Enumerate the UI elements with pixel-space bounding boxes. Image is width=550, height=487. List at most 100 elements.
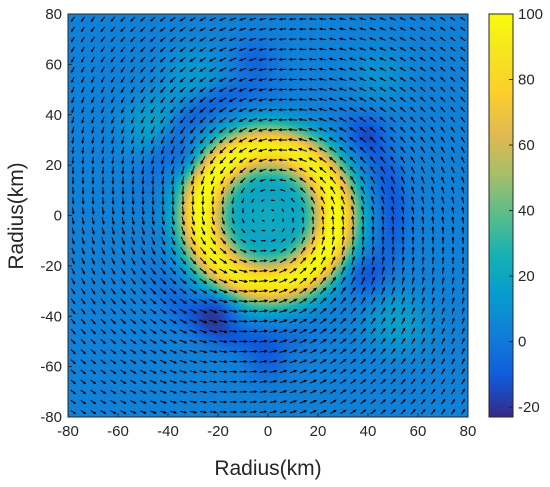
vector-arrow — [440, 146, 446, 154]
vector-arrow — [80, 369, 87, 375]
vector-arrow — [390, 327, 396, 335]
vector-arrow — [340, 307, 347, 315]
vector-arrow — [340, 276, 346, 285]
vector-arrow — [340, 297, 347, 305]
vector-arrow — [229, 360, 238, 364]
vector-arrow — [90, 389, 97, 395]
vector-arrow — [189, 339, 198, 344]
vector-arrow — [320, 276, 327, 285]
vector-arrow — [100, 308, 106, 315]
vector-arrow — [228, 87, 237, 92]
vector-arrow — [431, 307, 435, 315]
vector-arrow — [110, 26, 116, 33]
vector-arrow — [221, 207, 225, 215]
vector-arrow — [100, 56, 106, 63]
vector-arrow — [318, 127, 327, 132]
vector-arrow — [239, 360, 248, 364]
vector-arrow — [258, 78, 267, 82]
vector-arrow — [430, 146, 436, 154]
vector-arrow — [120, 277, 126, 285]
vector-arrow — [100, 328, 107, 335]
vector-arrow — [370, 389, 377, 395]
vector-arrow — [81, 237, 85, 245]
vector-arrow — [258, 279, 269, 283]
vector-arrow — [431, 206, 435, 214]
vector-arrow — [249, 349, 258, 353]
vector-arrow — [381, 286, 385, 295]
vector-arrow — [130, 359, 137, 364]
vector-arrow — [338, 97, 347, 102]
vector-arrow — [100, 359, 107, 365]
vector-arrow — [360, 175, 366, 184]
vector-arrow — [268, 68, 277, 72]
vector-arrow — [461, 176, 465, 184]
vector-arrow — [390, 146, 396, 154]
vector-arrow — [120, 379, 127, 384]
vector-arrow — [441, 276, 445, 285]
vector-arrow — [440, 106, 446, 113]
vector-arrow — [208, 67, 217, 72]
vector-arrow — [301, 216, 305, 224]
vector-arrow — [391, 266, 395, 275]
vector-arrow — [451, 286, 455, 295]
vector-arrow — [318, 137, 327, 143]
vector-arrow — [171, 196, 175, 206]
vector-arrow — [140, 86, 146, 94]
colorbar-tick-label: -20 — [518, 399, 540, 416]
vector-arrow — [259, 259, 268, 263]
vector-arrow — [338, 67, 347, 71]
vector-arrow — [399, 17, 406, 21]
vector-arrow — [219, 136, 227, 144]
vector-arrow — [160, 410, 167, 414]
vector-arrow — [219, 319, 228, 324]
vector-arrow — [189, 288, 198, 294]
vector-arrow — [221, 196, 225, 205]
vector-arrow — [268, 289, 279, 293]
vector-arrow — [189, 56, 196, 62]
vector-arrow — [111, 106, 115, 114]
vector-arrow — [121, 247, 125, 256]
vector-arrow — [411, 205, 415, 215]
vector-arrow — [218, 97, 227, 103]
vector-arrow — [228, 127, 237, 133]
vector-arrow — [409, 37, 416, 42]
vector-arrow — [248, 279, 259, 283]
vector-arrow — [200, 146, 206, 155]
vector-arrow — [451, 156, 455, 164]
vector-arrow — [81, 177, 85, 185]
vector-arrow — [278, 27, 287, 31]
vector-arrow — [429, 96, 436, 103]
vector-arrow — [431, 166, 435, 174]
vector-arrow — [451, 226, 455, 234]
vector-arrow — [219, 410, 228, 414]
vector-arrow — [289, 178, 297, 183]
vector-arrow — [460, 26, 466, 32]
vector-arrow — [238, 47, 247, 52]
vector-arrow — [379, 106, 387, 113]
vector-arrow — [350, 317, 357, 325]
vector-arrow — [451, 307, 455, 315]
vector-arrow — [190, 146, 196, 155]
vector-arrow — [190, 236, 196, 246]
vector-arrow — [110, 86, 115, 94]
vector-arrow — [228, 147, 237, 154]
vector-arrow — [421, 236, 425, 245]
vector-arrow — [179, 86, 186, 93]
vector-arrow — [287, 148, 298, 152]
vector-arrow — [440, 86, 446, 92]
vector-arrow — [298, 47, 307, 51]
vector-arrow — [319, 176, 327, 184]
vector-arrow — [409, 67, 416, 72]
vector-arrow — [282, 217, 285, 223]
vector-arrow — [189, 17, 196, 22]
vector-arrow — [239, 370, 248, 374]
vector-arrow — [219, 156, 227, 165]
vector-arrow — [409, 86, 416, 92]
vector-arrow — [91, 86, 95, 94]
vector-arrow — [349, 166, 356, 174]
vector-arrow — [430, 126, 436, 133]
vector-arrow — [90, 26, 96, 33]
vector-arrow — [140, 257, 146, 265]
vector-arrow — [278, 57, 287, 61]
vector-arrow — [390, 307, 396, 315]
